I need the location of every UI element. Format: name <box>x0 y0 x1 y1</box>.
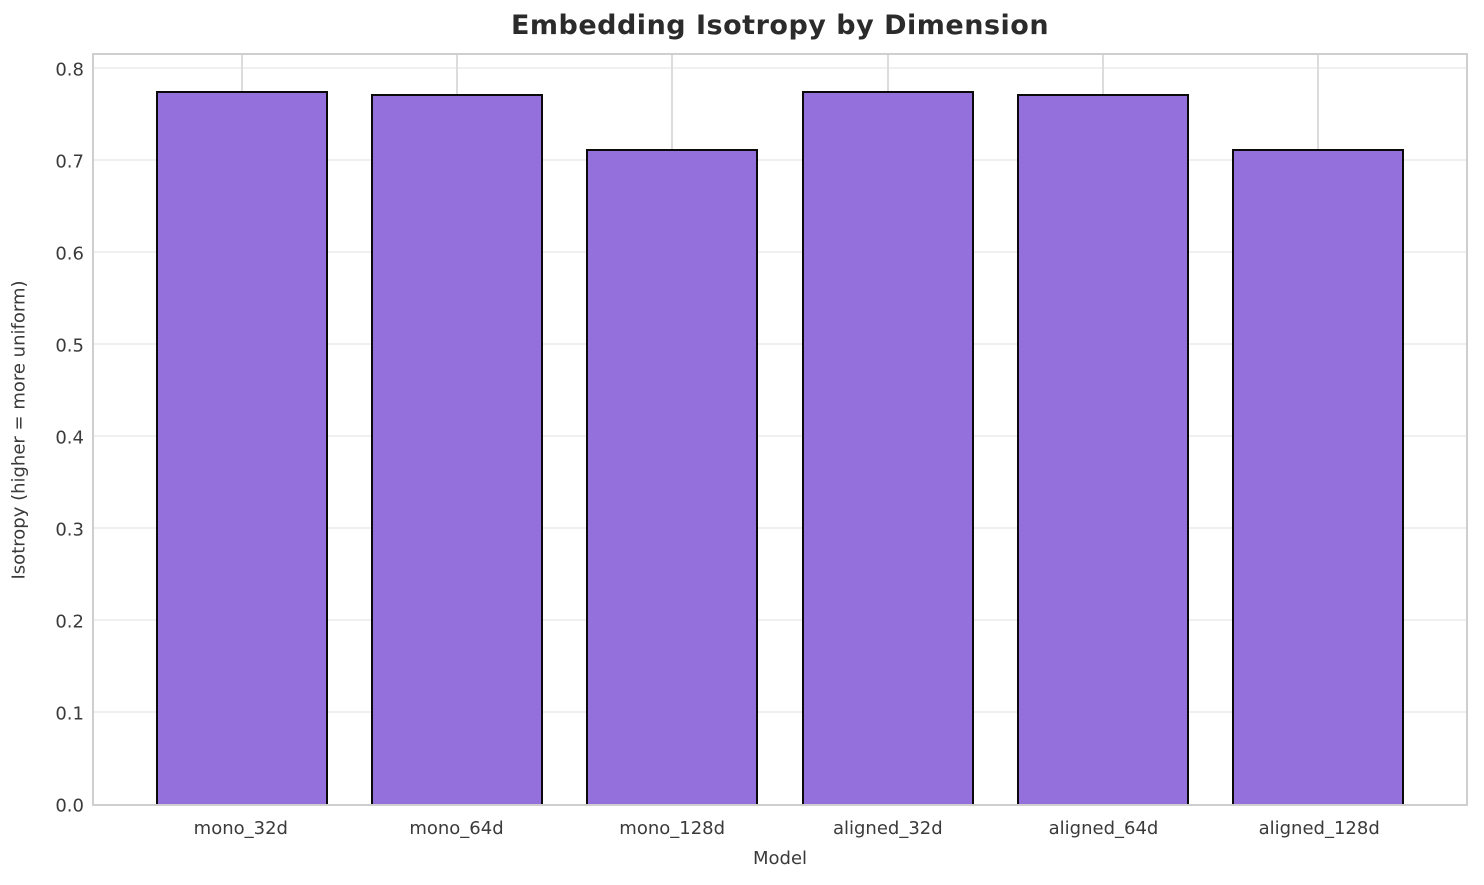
xtick-label-aligned_32d: aligned_32d <box>832 818 943 839</box>
gridline-y-0.5 <box>94 342 1466 345</box>
y-axis-label: Isotropy (higher = more uniform) <box>8 280 30 580</box>
bar-aligned_32d <box>801 90 974 804</box>
bar-mono_64d <box>371 94 544 804</box>
x-axis-label: Model <box>752 848 808 869</box>
gridline-y-0.7 <box>94 158 1466 161</box>
gridline-y-0.8 <box>94 66 1466 69</box>
ytick-label-0.1: 0.1 <box>55 703 84 725</box>
gridline-y-0.6 <box>94 250 1466 253</box>
xtick-label-mono_64d: mono_64d <box>409 818 504 839</box>
ytick-label-0.2: 0.2 <box>55 611 84 633</box>
ytick-label-0.0: 0.0 <box>55 795 84 817</box>
bar-aligned_64d <box>1016 94 1189 804</box>
gridline-y-0.4 <box>94 434 1466 437</box>
xtick-label-mono_32d: mono_32d <box>193 818 288 839</box>
ytick-label-0.6: 0.6 <box>55 243 84 265</box>
ytick-label-0.5: 0.5 <box>55 335 84 357</box>
ytick-label-0.3: 0.3 <box>55 519 84 541</box>
bar-mono_128d <box>586 149 759 804</box>
ytick-label-0.4: 0.4 <box>55 427 84 449</box>
bar-aligned_128d <box>1231 149 1404 804</box>
bar-mono_32d <box>156 90 329 804</box>
gridline-y-0.3 <box>94 526 1466 529</box>
gridline-y-0.1 <box>94 710 1466 713</box>
xtick-label-aligned_64d: aligned_64d <box>1048 818 1159 839</box>
xtick-label-aligned_128d: aligned_128d <box>1258 818 1380 839</box>
gridline-y-0.2 <box>94 618 1466 621</box>
chart-title: Embedding Isotropy by Dimension <box>510 10 1050 41</box>
ytick-label-0.8: 0.8 <box>55 59 84 81</box>
plot-area <box>92 53 1468 806</box>
ytick-label-0.7: 0.7 <box>55 151 84 173</box>
xtick-label-mono_128d: mono_128d <box>619 818 726 839</box>
